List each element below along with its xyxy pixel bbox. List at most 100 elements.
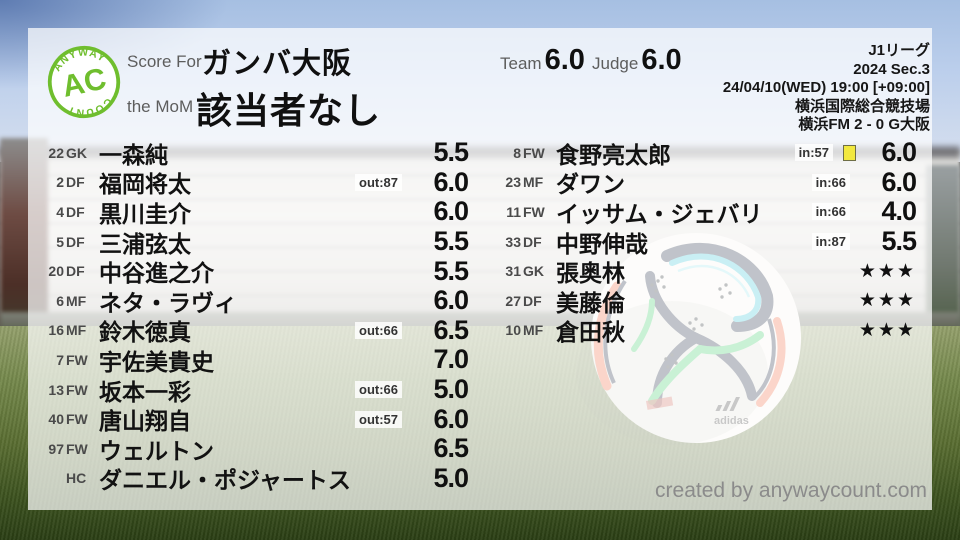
player-number: 23 (505, 174, 521, 191)
player-name: 鈴木徳真 (99, 319, 191, 346)
player-number: 33 (505, 233, 521, 250)
player-position: HC (66, 470, 87, 487)
player-name: 一森純 (99, 141, 168, 168)
player-row: 4 DF 黒川圭介 6.0 (40, 196, 469, 227)
player-name: 坂本一彩 (99, 378, 191, 405)
player-number: 10 (505, 322, 521, 339)
match-result: 横浜FM 2 - 0 G大阪 (798, 116, 930, 134)
player-rating: 5.5 (881, 226, 917, 257)
sub-out-badge: out:66 (355, 381, 402, 399)
player-position: FW (66, 440, 88, 457)
player-rating-unrated: ★★★ (858, 260, 916, 282)
team-name: ガンバ大阪 (202, 48, 353, 80)
player-number: 27 (505, 292, 521, 309)
coach-row: HC ダニエル・ポジャートス 5.0 (40, 462, 469, 494)
player-name: 黒川圭介 (99, 200, 191, 227)
coach-name: ダニエル・ポジャートス (99, 467, 351, 494)
player-number: 11 (506, 203, 521, 220)
player-rating: 6.0 (881, 137, 917, 168)
player-rating: 5.5 (433, 226, 469, 257)
player-rating: 7.0 (433, 344, 469, 375)
player-rating: 5.5 (433, 137, 469, 168)
player-position: FW (523, 203, 545, 220)
kickoff-datetime: 24/04/10(WED) 19:00 [+09:00] (722, 79, 930, 97)
player-row: 6 MF ネタ・ラヴィ 6.0 (40, 285, 469, 316)
credit-text: created by anywaycount.com (655, 479, 927, 502)
player-position: MF (523, 174, 544, 191)
player-row: 2 DF 福岡将太 out:87 6.0 (40, 166, 469, 198)
player-name: 三浦弦太 (99, 230, 191, 257)
player-position: GK (66, 144, 87, 161)
player-rating: 6.0 (433, 285, 469, 316)
player-position: FW (66, 351, 88, 368)
sub-out-badge: out:87 (355, 173, 402, 191)
yellow-card-icon (843, 144, 856, 161)
player-rating: 6.0 (433, 403, 469, 434)
player-name: ネタ・ラヴィ (99, 289, 237, 316)
player-number: 31 (505, 263, 521, 280)
player-row: 33 DF 中野伸哉 in:87 5.5 (497, 226, 917, 257)
player-position: DF (66, 263, 85, 280)
player-name: 食野亮太郎 (556, 141, 671, 168)
player-rating: 6.0 (433, 166, 469, 197)
player-name: 倉田秋 (556, 319, 625, 346)
player-row: 16 MF 鈴木徳真 out:66 6.5 (40, 314, 469, 346)
player-row: 13 FW 坂本一彩 out:66 5.0 (40, 374, 469, 405)
player-name: 中谷進之介 (99, 260, 214, 287)
judge-score-label: Judge (592, 54, 639, 73)
player-row: 11 FW イッサム・ジェバリ in:66 4.0 (497, 196, 917, 227)
mom-value: 該当者なし (196, 90, 382, 131)
season-section: 2024 Sec.3 (853, 60, 930, 78)
player-row: 40 FW 唐山翔自 out:57 6.0 (40, 403, 469, 435)
player-number: 6 (56, 292, 64, 309)
player-number: 7 (56, 351, 64, 368)
team-score-value: 6.0 (544, 44, 585, 76)
player-row: 7 FW 宇佐美貴史 7.0 (40, 344, 469, 375)
player-name: ウェルトン (99, 437, 214, 464)
match-info: J1リーグ 2024 Sec.3 24/04/10(WED) 19:00 [+0… (723, 42, 930, 135)
sub-out-badge: out:57 (355, 410, 402, 428)
player-row: 31 GK 張奥林 ★★★ (497, 256, 916, 286)
player-row: 20 DF 中谷進之介 5.5 (40, 255, 469, 287)
sub-in-badge: in:66 (811, 173, 850, 191)
player-number: 5 (56, 233, 64, 250)
player-row: 8 FW 食野亮太郎 in:57 6.0 (497, 137, 917, 168)
sub-out-badge: out:66 (355, 321, 402, 339)
judge-score: Judge 6.0 (592, 44, 682, 77)
player-rating-unrated: ★★★ (858, 319, 916, 341)
player-position: MF (66, 292, 87, 309)
venue: 横浜国際総合競技場 (794, 97, 930, 115)
player-row: 22 GK 一森純 5.5 (40, 137, 469, 168)
player-row: 10 MF 倉田秋 ★★★ (497, 316, 916, 346)
player-rating: 5.0 (433, 374, 469, 405)
mom-label: the MoM (127, 97, 194, 116)
substitutes-list: 8 FW 食野亮太郎 in:57 6.0 23 MF ダワン in:66 6.0 11 FW イッサ… (497, 137, 917, 346)
player-rating: 6.5 (433, 314, 469, 345)
player-rating: 6.5 (433, 433, 469, 464)
player-number: 97 (48, 440, 64, 457)
sub-in-badge: in:66 (811, 203, 850, 221)
player-rating: 6.0 (881, 166, 917, 197)
content-overlay (28, 28, 932, 510)
player-position: FW (66, 411, 88, 428)
team-score: Team 6.0 (500, 44, 585, 77)
coach-rating: 5.0 (433, 462, 469, 493)
player-rating: 5.5 (433, 255, 469, 286)
sub-in-badge: in:87 (811, 233, 850, 251)
player-row: 97 FW ウェルトン 6.5 (40, 433, 469, 464)
player-name: 福岡将太 (99, 171, 191, 198)
player-name: イッサム・ジェバリ (556, 200, 763, 227)
player-position: DF (66, 203, 85, 220)
player-position: FW (66, 381, 88, 398)
player-position: DF (523, 292, 542, 309)
player-position: DF (66, 174, 85, 191)
starters-list: 22 GK 一森純 5.5 2 DF 福岡将太 out:87 6.0 4 DF 黒川圭介 6.0 5… (40, 137, 469, 494)
player-position: MF (523, 322, 544, 339)
player-number: 16 (48, 322, 64, 339)
player-rating: 6.0 (433, 196, 469, 227)
player-row: 5 DF 三浦弦太 5.5 (40, 226, 469, 257)
player-row: 27 DF 美藤倫 ★★★ (497, 286, 916, 316)
player-number: 40 (48, 411, 64, 428)
player-name: 宇佐美貴史 (99, 348, 214, 375)
player-position: DF (523, 233, 542, 250)
